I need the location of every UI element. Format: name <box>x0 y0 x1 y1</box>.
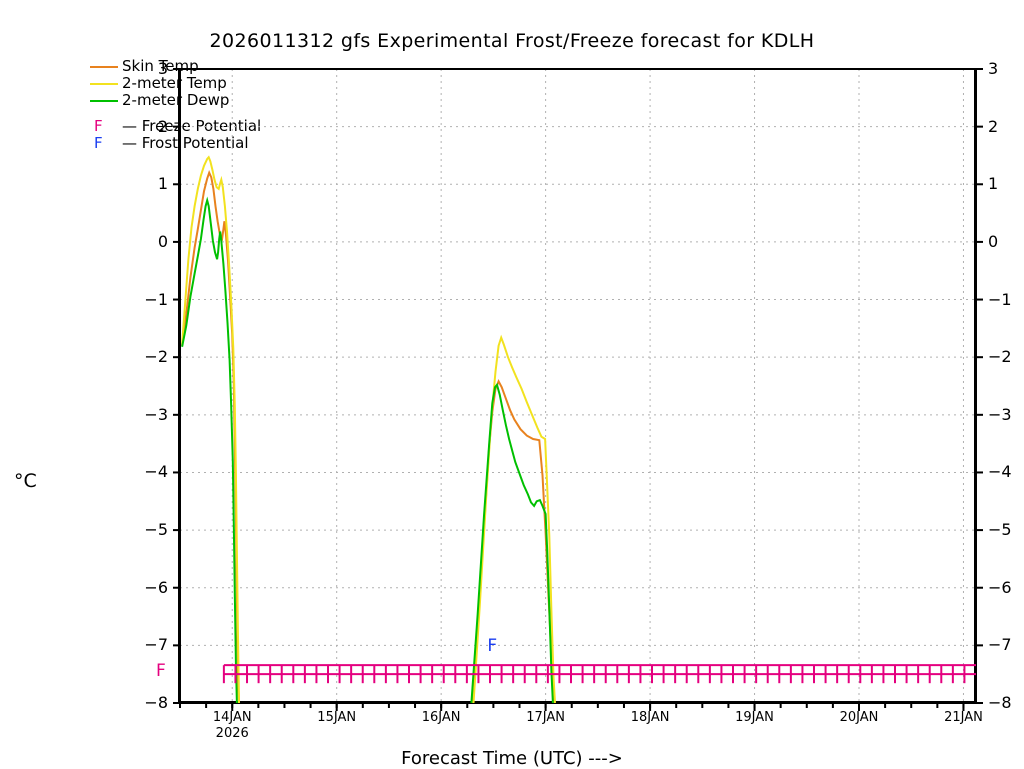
x-tick-label: 14JAN <box>212 710 252 725</box>
x-tick-label: 18JAN <box>630 710 670 725</box>
legend-label-2m-temp: 2-meter Temp <box>122 74 227 92</box>
legend-item-freeze-potential: F — Freeze Potential <box>90 118 420 135</box>
y-tick-label-right: −1 <box>988 289 1012 309</box>
y-tick-label: −1 <box>144 289 168 309</box>
y-tick-label: 1 <box>157 174 168 194</box>
y-tick-label: 3 <box>157 59 168 78</box>
y-tick-label-right: 2 <box>988 116 999 136</box>
y-tick-label: −5 <box>144 520 168 540</box>
page-title: 2026011312 gfs Experimental Frost/Freeze… <box>209 30 815 52</box>
legend-label-frost-potential: — Frost Potential <box>122 134 249 152</box>
x-axis-title: Forecast Time (UTC) ---> <box>401 748 623 769</box>
legend-swatch-2m-temp <box>90 83 118 85</box>
legend-swatch-2m-dewp <box>90 100 118 102</box>
y-tick-label: −3 <box>144 404 168 424</box>
legend-swatch-skin-temp <box>90 66 118 68</box>
y-tick-label-right: −5 <box>988 520 1012 540</box>
y-tick-label: −7 <box>144 635 168 655</box>
y-tick-label-right: −3 <box>988 404 1012 424</box>
x-tick-label: 17JAN <box>526 710 565 725</box>
legend-glyph-frost: F <box>94 134 103 152</box>
frost-potential-marker: F <box>487 636 498 657</box>
y-tick-label: 0 <box>157 231 168 251</box>
y-tick-label-right: −2 <box>988 347 1012 367</box>
x-axis-year-label: 2026 <box>215 726 249 741</box>
legend-item-frost-potential: F — Frost Potential <box>90 135 420 152</box>
x-tick-label: 20JAN <box>839 710 879 725</box>
x-tick-label: 21JAN <box>944 710 983 725</box>
y-tick-label: −8 <box>144 693 168 712</box>
y-tick-label-right: −4 <box>988 462 1012 482</box>
y-tick-label: 2 <box>157 116 168 136</box>
legend-item-2m-temp: 2-meter Temp <box>90 75 420 92</box>
x-tick-label: 16JAN <box>421 710 461 725</box>
legend: Skin Temp 2-meter Temp 2-meter Dewp F — … <box>90 58 420 152</box>
y-tick-label-right: −8 <box>988 693 1012 712</box>
y-tick-label-right: 1 <box>988 174 999 194</box>
y-tick-label: −4 <box>144 462 168 482</box>
y-axis-title: °C <box>14 470 37 492</box>
legend-item-2m-dewp: 2-meter Dewp <box>90 92 420 109</box>
x-tick-label: 15JAN <box>317 710 357 725</box>
y-tick-label: −6 <box>144 577 168 597</box>
legend-label-freeze-potential: — Freeze Potential <box>122 117 262 135</box>
y-tick-label-right: 3 <box>988 59 999 78</box>
y-tick-label: −2 <box>144 347 168 367</box>
plot-frame <box>178 68 977 704</box>
legend-glyph-freeze: F <box>94 117 103 135</box>
x-tick-label: 19JAN <box>735 710 774 725</box>
legend-label-2m-dewp: 2-meter Dewp <box>122 91 230 109</box>
y-tick-label-right: 0 <box>988 231 999 251</box>
y-tick-label-right: −7 <box>988 635 1012 655</box>
freeze-marker-left: F <box>156 661 166 682</box>
y-tick-label-right: −6 <box>988 577 1012 597</box>
